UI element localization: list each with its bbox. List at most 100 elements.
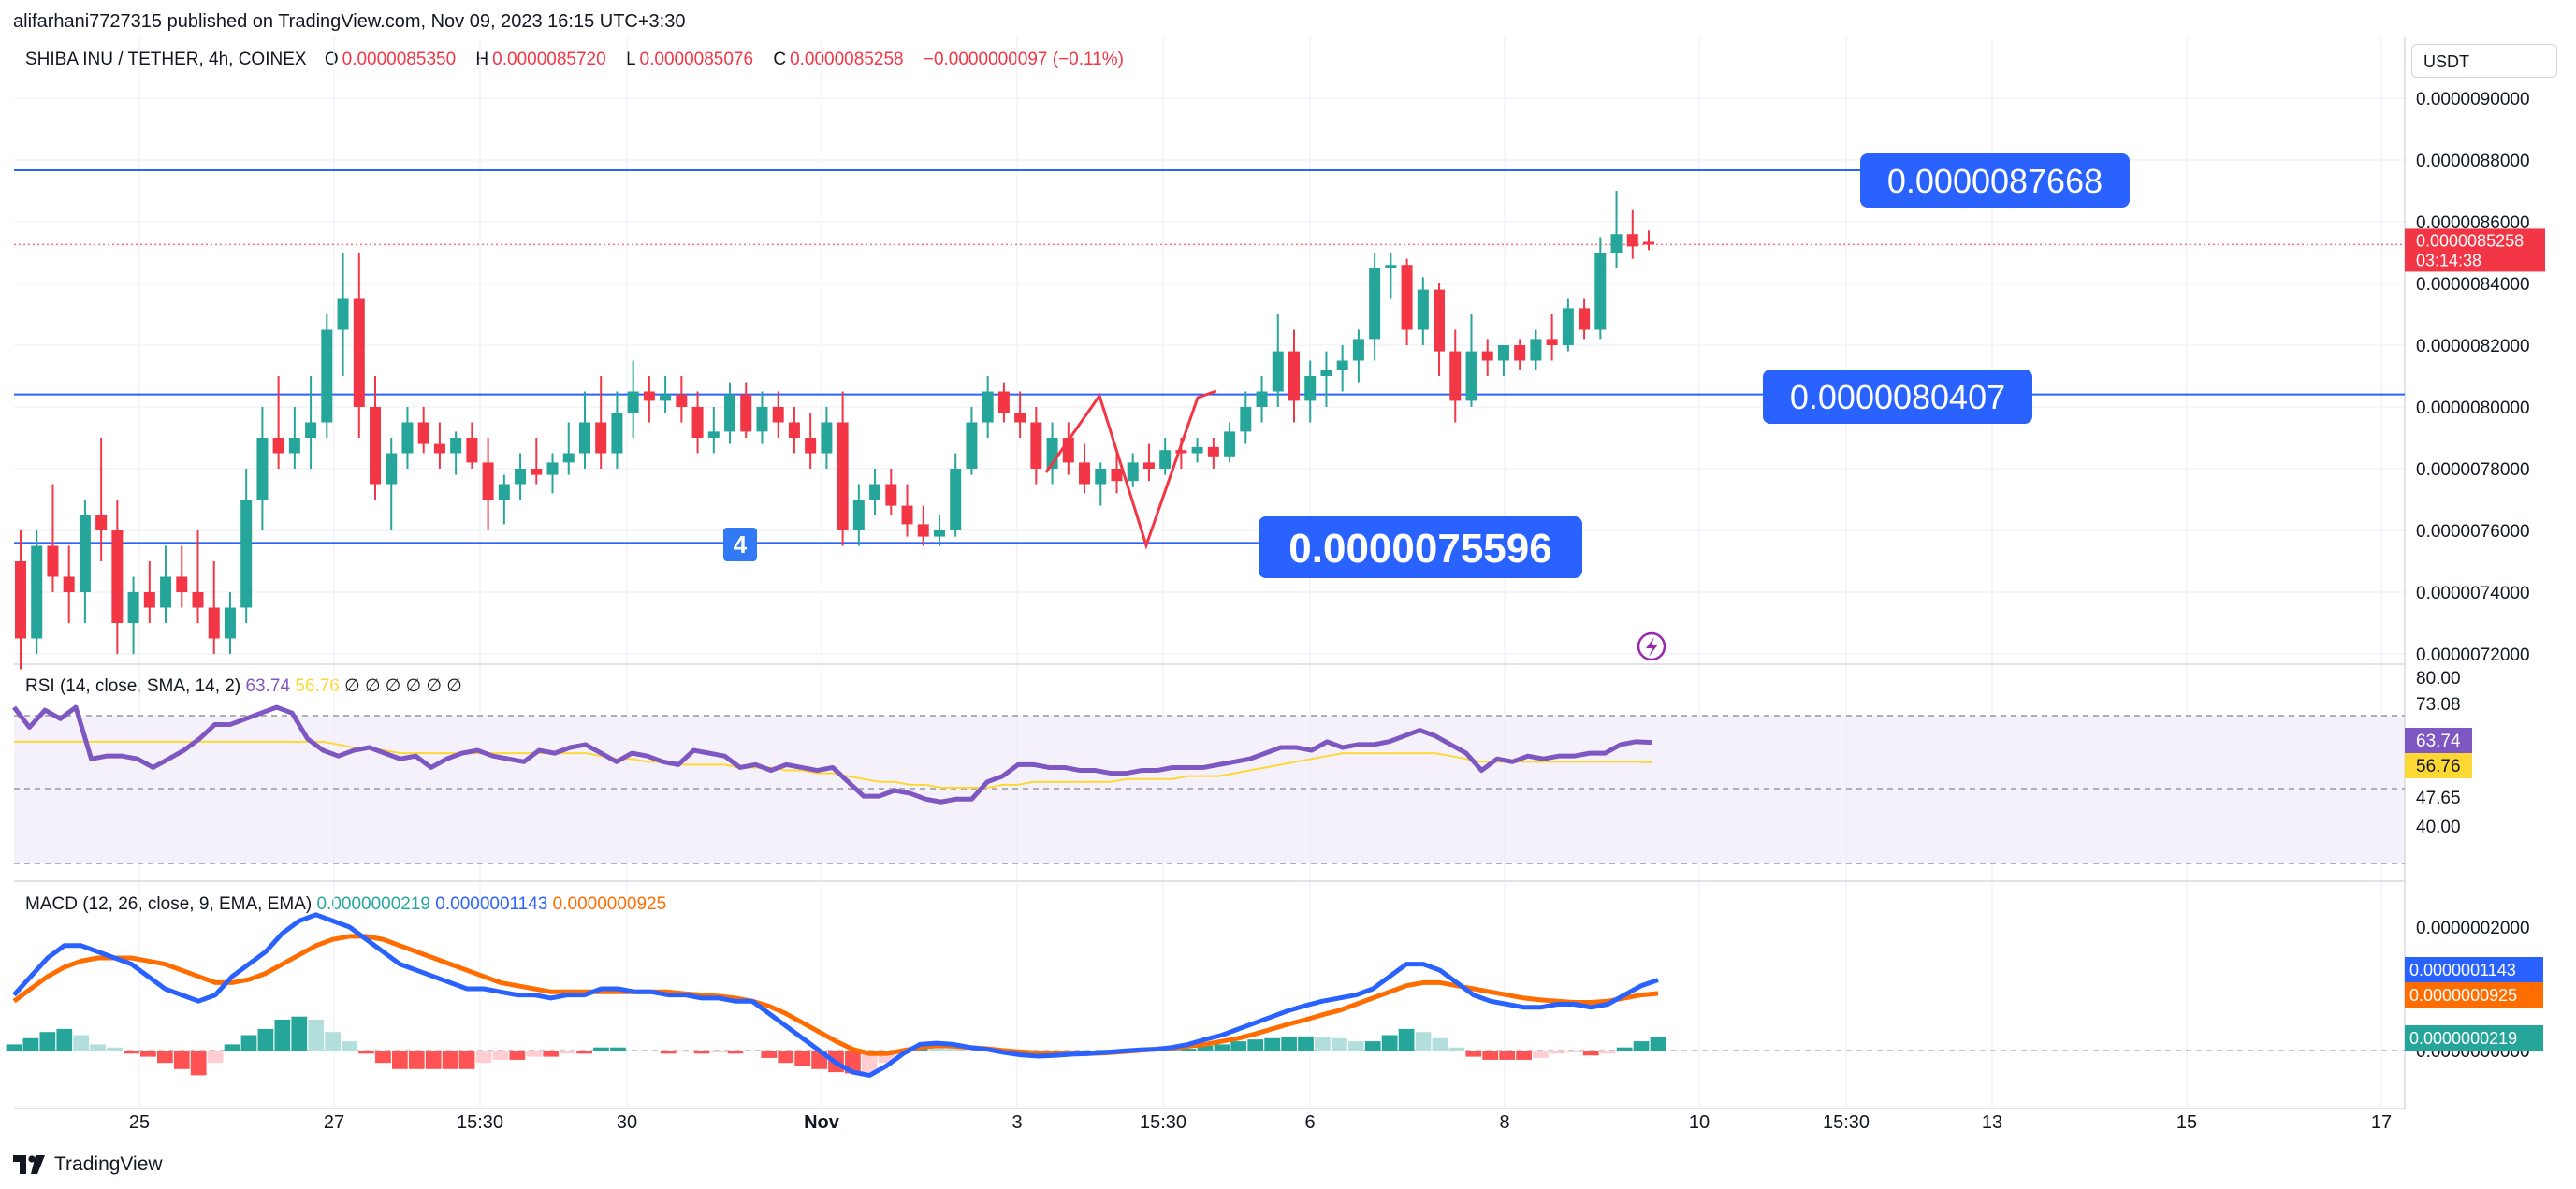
candle-body — [546, 462, 559, 475]
macd-histogram-bar — [1264, 1037, 1281, 1051]
candle-body — [224, 607, 236, 639]
macd-histogram-bar — [560, 1051, 576, 1054]
candle-body — [578, 422, 590, 454]
candle-body — [1320, 370, 1332, 376]
candle-body — [1272, 351, 1284, 392]
currency-button[interactable]: USDT — [2411, 44, 2557, 78]
candle-body — [47, 545, 59, 577]
macd-histogram-bar — [1197, 1045, 1214, 1051]
candle-body — [966, 422, 978, 469]
candle-body — [531, 469, 543, 475]
macd-histogram-bar — [593, 1047, 609, 1051]
candle-body — [305, 422, 317, 438]
macd-histogram-bar — [1550, 1051, 1565, 1054]
candle-body — [160, 576, 172, 608]
candle-body — [417, 422, 429, 444]
high-label: H — [475, 50, 489, 69]
level-high-label-bg — [1860, 153, 2130, 208]
time-tick-label: 25 — [129, 1112, 150, 1133]
rsi-label[interactable]: RSI (14, close, SMA, 14, 2) — [25, 676, 241, 696]
candle-body — [1240, 407, 1252, 432]
candle-body — [950, 469, 962, 530]
macd-histogram-bar — [1465, 1051, 1482, 1057]
support-resistance-levels[interactable] — [14, 168, 2405, 544]
candle-body — [1562, 308, 1574, 345]
grid — [14, 37, 2405, 1109]
macd-histogram-bar — [928, 1048, 945, 1051]
macd-hist-badge-text: 0.0000000219 — [2409, 1029, 2517, 1048]
rsi-sma-line — [14, 740, 1652, 789]
rsi-legend: RSI (14, close, SMA, 14, 2) 63.74 56.76 … — [25, 675, 462, 697]
pattern-drawing[interactable]: 4 — [723, 389, 1666, 661]
macd-histogram-bar — [1315, 1037, 1331, 1051]
price-axis[interactable]: 0.00000900000.00000880000.00000860000.00… — [2405, 90, 2545, 1062]
rsi-tick-label: 40.00 — [2416, 818, 2461, 837]
macd-histogram-bar — [1650, 1037, 1666, 1051]
macd-label[interactable]: MACD (12, 26, close, 9, EMA, EMA) — [25, 894, 313, 914]
candle-body — [1643, 241, 1654, 245]
pane-backgrounds — [14, 37, 2406, 1109]
candle-body — [1175, 450, 1187, 454]
rsi-tick-label: 47.65 — [2416, 789, 2461, 808]
candle-body — [627, 391, 639, 413]
open-label: O — [324, 50, 339, 69]
macd-hist-value: 0.0000000219 — [316, 894, 430, 914]
macd-histogram-bar — [1448, 1047, 1465, 1051]
rsi-line — [12, 704, 1652, 805]
time-axis[interactable]: 25 27 15:30 30 Nov 3 15:30 6 8 10 15:30 13 15 17 — [129, 1112, 2392, 1133]
macd-histogram-bar — [576, 1051, 592, 1054]
published-caption: alifarhani7727315 published on TradingVi… — [13, 11, 686, 32]
time-tick-label: 6 — [1304, 1112, 1315, 1133]
price-tick-label: 0.0000074000 — [2416, 584, 2530, 603]
macd-histogram-bar — [794, 1051, 811, 1066]
macd-histogram-bar — [1482, 1051, 1499, 1060]
candle-body — [611, 413, 623, 454]
low-label: L — [625, 50, 636, 69]
level-low-label-bg — [1259, 516, 1582, 578]
candle-body — [1514, 345, 1526, 361]
level-mid-label-bg — [1763, 370, 2032, 424]
price-tick-label: 0.0000088000 — [2416, 152, 2530, 171]
candle-body — [95, 515, 108, 530]
candle-body — [321, 329, 333, 423]
macd-tick-label: 0.0000002000 — [2416, 919, 2530, 938]
rsi-badge-text: 63.74 — [2416, 732, 2461, 751]
marker-text: 4 — [734, 530, 748, 558]
price-tick-label: 0.0000080000 — [2416, 399, 2530, 418]
macd-histogram-bar — [90, 1044, 107, 1051]
macd-histogram-bar — [140, 1051, 156, 1057]
time-tick-label: 27 — [324, 1112, 344, 1133]
candle-body — [1111, 469, 1123, 482]
low-value: 0.0000085076 — [639, 50, 754, 69]
candle-body — [1626, 234, 1638, 247]
macd-histogram-bar — [1432, 1037, 1448, 1051]
symbol-name[interactable]: SHIBA INU / TETHER, 4h, COINEX — [25, 50, 307, 69]
macd-histogram-bar — [308, 1020, 325, 1051]
rsi-band-fill — [14, 716, 2405, 863]
macd-histogram-bar — [1633, 1041, 1650, 1051]
macd-histogram-bar — [1582, 1051, 1599, 1056]
price-tick-label: 0.0000072000 — [2416, 645, 2530, 665]
footer-brand: TradingView — [54, 1153, 163, 1175]
macd-histogram-bar — [6, 1044, 22, 1051]
candle-body — [1481, 351, 1493, 361]
candle-body — [885, 484, 897, 506]
macd-histogram-bar — [1533, 1051, 1549, 1058]
macd-histogram-bar — [1381, 1035, 1398, 1051]
candle-body — [562, 453, 575, 463]
candle-body — [240, 500, 253, 608]
candle-body — [643, 391, 655, 401]
candle-body — [401, 422, 414, 454]
close-value: 0.0000085258 — [790, 50, 904, 69]
time-tick-label: 15:30 — [1823, 1112, 1870, 1133]
countdown-text: 03:14:38 — [2416, 251, 2481, 269]
macd-histogram-bar — [342, 1041, 357, 1051]
macd-histogram-bar — [425, 1051, 442, 1069]
marker-badge — [723, 528, 757, 561]
macd-histogram-bar — [1499, 1051, 1516, 1060]
candle-body — [852, 500, 865, 530]
candle-body — [1352, 339, 1364, 361]
macd-histogram-bar — [391, 1051, 408, 1069]
candle-body — [1127, 462, 1139, 482]
